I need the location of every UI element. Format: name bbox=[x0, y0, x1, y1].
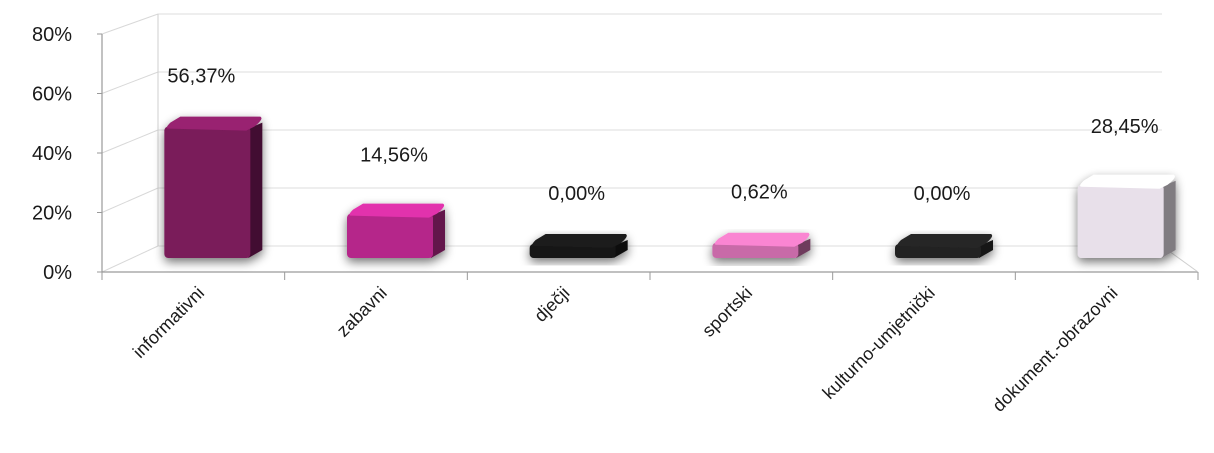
data-labels: 56,37% 14,56% 0,00% 0,62% 0,00% 28,45% bbox=[167, 66, 1158, 205]
bar-top bbox=[897, 234, 993, 248]
bar-top bbox=[1080, 174, 1175, 189]
category-label: informativni bbox=[129, 283, 208, 362]
bar-top bbox=[349, 203, 445, 218]
x-axis-category-labels: informativni zabavni dječji sportski kulturn… bbox=[129, 283, 1122, 416]
side-wall-line bbox=[101, 71, 159, 94]
bar-side bbox=[248, 122, 263, 259]
side-wall-line bbox=[101, 187, 159, 213]
y-axis-tick-labels: 0% 20% 40% 60% 80% bbox=[32, 24, 72, 284]
side-wall-line bbox=[101, 245, 159, 273]
y-tick-label: 20% bbox=[32, 203, 72, 225]
data-label: 56,37% bbox=[167, 66, 235, 88]
grid-lines bbox=[101, 13, 1162, 273]
category-label: dokument.-obrazovni bbox=[988, 283, 1121, 416]
data-label: 14,56% bbox=[360, 145, 428, 167]
side-wall-line bbox=[101, 129, 159, 154]
bar-side bbox=[431, 209, 445, 258]
category-label: dječji bbox=[530, 283, 573, 326]
data-label: 28,45% bbox=[1091, 116, 1159, 138]
side-wall-line bbox=[101, 13, 159, 35]
bar bbox=[164, 116, 263, 259]
bar-front bbox=[347, 213, 433, 258]
bar-front bbox=[712, 242, 799, 258]
bar-top bbox=[714, 232, 810, 247]
bar bbox=[895, 234, 993, 258]
bar bbox=[712, 232, 811, 258]
bars bbox=[164, 116, 1176, 259]
data-label: 0,00% bbox=[914, 183, 971, 205]
bar-top bbox=[532, 234, 627, 248]
bar bbox=[1077, 174, 1176, 258]
axes bbox=[97, 14, 1199, 280]
y-tick-label: 80% bbox=[32, 24, 72, 46]
category-label: sportski bbox=[698, 283, 756, 341]
y-tick-label: 60% bbox=[32, 84, 72, 106]
bar-side bbox=[1161, 180, 1176, 258]
data-label: 0,00% bbox=[548, 183, 605, 205]
bar-front bbox=[1077, 184, 1164, 258]
bar bbox=[529, 234, 628, 258]
data-label: 0,62% bbox=[731, 182, 788, 204]
y-tick-label: 0% bbox=[43, 262, 72, 284]
category-label: zabavni bbox=[333, 283, 391, 341]
bar-top bbox=[166, 116, 262, 131]
category-label: kulturno-umjetnički bbox=[819, 283, 939, 403]
bar bbox=[347, 203, 445, 258]
y-tick-label: 40% bbox=[32, 143, 72, 165]
bar-front bbox=[164, 126, 251, 259]
